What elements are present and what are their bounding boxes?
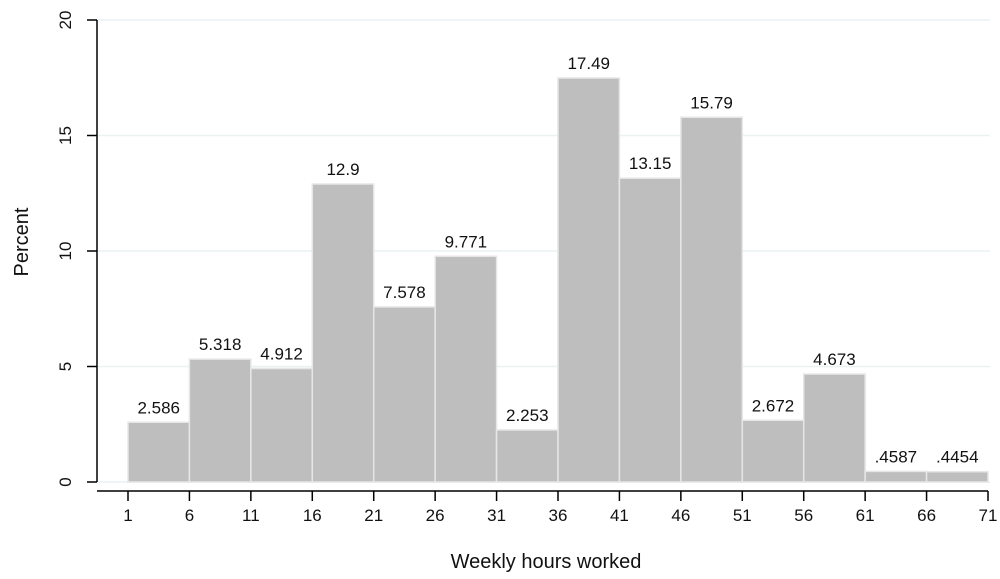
- bar-value-label: 2.672: [752, 396, 795, 415]
- bar-value-label: .4454: [936, 448, 979, 467]
- bar-value-label: 2.253: [506, 406, 549, 425]
- bar-value-label: 2.586: [137, 398, 180, 417]
- histogram-bar: [925, 470, 989, 483]
- y-axis-title: Percent: [11, 207, 33, 276]
- bar-value-label: 5.318: [199, 335, 242, 354]
- bar-value-label: 4.673: [813, 350, 856, 369]
- histogram-bar: [188, 358, 252, 483]
- histogram-bar: [311, 183, 375, 483]
- x-tick-label: 56: [794, 506, 813, 525]
- bar-value-label: 7.578: [383, 283, 426, 302]
- bar-value-label: 15.79: [690, 93, 733, 112]
- histogram-bar: [434, 255, 498, 483]
- histogram-bar: [127, 421, 191, 483]
- histogram-bar: [372, 306, 436, 483]
- bar-value-label: 9.771: [445, 232, 488, 251]
- x-tick-label: 36: [549, 506, 568, 525]
- histogram-bar: [495, 429, 559, 483]
- histogram-bar: [557, 77, 621, 483]
- histogram-bar: [864, 470, 928, 483]
- histogram-bar: [680, 116, 744, 483]
- x-tick-label: 16: [303, 506, 322, 525]
- histogram-bar: [250, 367, 314, 483]
- y-tick-label: 0: [56, 477, 75, 486]
- histogram-bar: [802, 373, 866, 483]
- bar-value-label: 17.49: [567, 54, 610, 73]
- x-tick-label: 41: [610, 506, 629, 525]
- histogram-bar: [618, 177, 682, 483]
- x-tick-label: 71: [979, 506, 998, 525]
- x-tick-label: 21: [364, 506, 383, 525]
- x-tick-label: 61: [856, 506, 875, 525]
- bar-value-label: 4.912: [260, 345, 303, 364]
- y-tick-label: 15: [56, 126, 75, 145]
- x-tick-label: 46: [671, 506, 690, 525]
- bar-value-label: .4587: [875, 447, 918, 466]
- x-tick-label: 51: [733, 506, 752, 525]
- y-tick-label: 20: [56, 11, 75, 30]
- bar-value-label: 13.15: [629, 154, 672, 173]
- x-tick-label: 11: [242, 506, 260, 525]
- bar-value-labels: 2.586 5.318 4.912 12.9 7.578 9.771 2.253 17.49 1…: [137, 54, 978, 467]
- x-axis-title: Weekly hours worked: [451, 551, 642, 573]
- y-tick-label: 10: [56, 242, 75, 261]
- bar-value-label: 12.9: [326, 160, 359, 179]
- x-tick-label: 66: [917, 506, 936, 525]
- x-tick-label: 1: [123, 506, 132, 525]
- y-tick-label: 5: [56, 362, 75, 371]
- histogram-bar: [741, 419, 805, 483]
- bars: [127, 77, 989, 483]
- x-tick-label: 6: [185, 506, 194, 525]
- x-tick-label: 26: [426, 506, 445, 525]
- x-tick-label: 31: [487, 506, 506, 525]
